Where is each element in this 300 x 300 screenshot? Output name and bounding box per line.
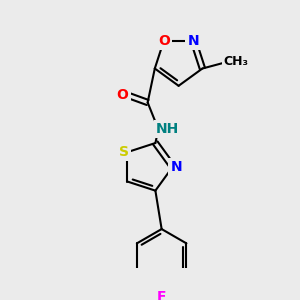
Text: S: S: [119, 145, 129, 159]
Text: N: N: [188, 34, 199, 47]
Text: F: F: [157, 290, 166, 300]
Text: O: O: [117, 88, 129, 102]
Text: N: N: [170, 160, 182, 174]
Text: NH: NH: [156, 122, 179, 136]
Text: CH₃: CH₃: [224, 55, 249, 68]
Text: O: O: [158, 34, 170, 47]
